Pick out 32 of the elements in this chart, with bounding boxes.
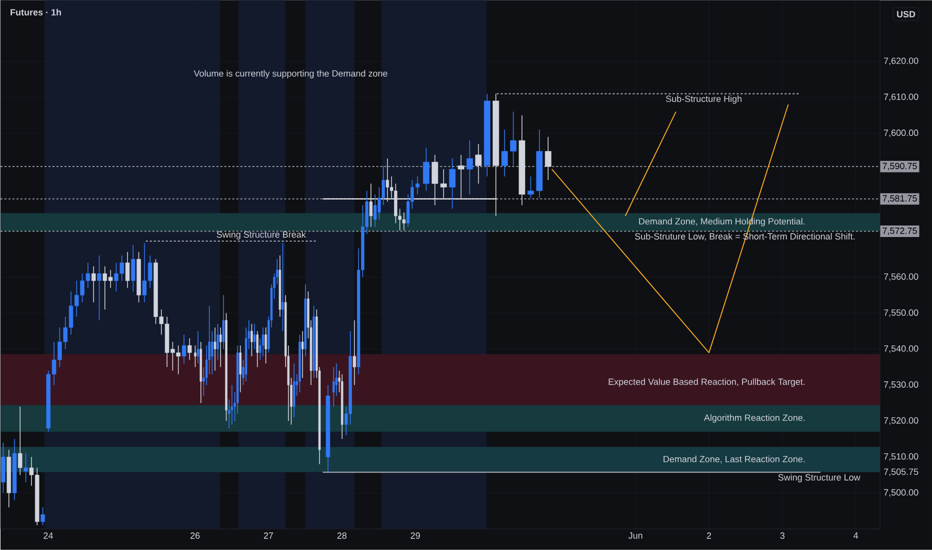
y-tick-label: 7,560.00 — [884, 273, 918, 281]
x-tick-label: 2 — [706, 532, 712, 539]
x-tick-label: Jun — [628, 532, 642, 539]
x-tick-label: 4 — [854, 532, 858, 539]
y-tick-label: 7,510.00 — [884, 453, 918, 461]
text: Futures · 1h — [10, 8, 61, 16]
annotation: Swing Structure Break — [216, 231, 306, 240]
x-tick-label: 28 — [337, 532, 346, 539]
y-tick-label: 7,540.00 — [884, 345, 918, 353]
annotation: Sub-Structure High — [666, 95, 742, 104]
y-axis-title: USD — [897, 11, 916, 18]
band-label: Algorithm Reaction Zone. — [704, 414, 805, 423]
x-tick-label: 26 — [190, 532, 200, 539]
ref-line-label: 7,590.75 — [882, 162, 917, 170]
ref-line-label: 7,581.75 — [882, 195, 917, 203]
band-label: Demand Zone, Last Reaction Zone. — [664, 456, 805, 464]
x-tick-label: 3 — [780, 532, 784, 539]
y-tick-label: 7,530.00 — [884, 381, 918, 389]
x-tick-label: 24 — [44, 532, 53, 539]
y-tick-label: 7,610.00 — [884, 94, 918, 102]
x-tick-label: 27 — [264, 532, 274, 539]
y-tick-label: 7,520.00 — [884, 417, 918, 425]
y-tick-label: 7,600.00 — [884, 130, 918, 138]
ref-line-label: 7,572.75 — [882, 228, 917, 236]
y-tick-label: 7,500.00 — [884, 489, 918, 497]
band-label: Expected Value Based Reaction, Pullback Target. — [608, 378, 805, 387]
y-tick-label: 7,505.75 — [884, 468, 918, 476]
y-tick-label: 7,620.00 — [884, 58, 918, 66]
annotation: Swing Structure Low — [778, 474, 860, 482]
annotation: Volume is currently supporting the Demand zone — [194, 70, 388, 78]
x-tick-label: 29 — [410, 532, 420, 539]
y-tick-label: 7,550.00 — [884, 309, 918, 317]
